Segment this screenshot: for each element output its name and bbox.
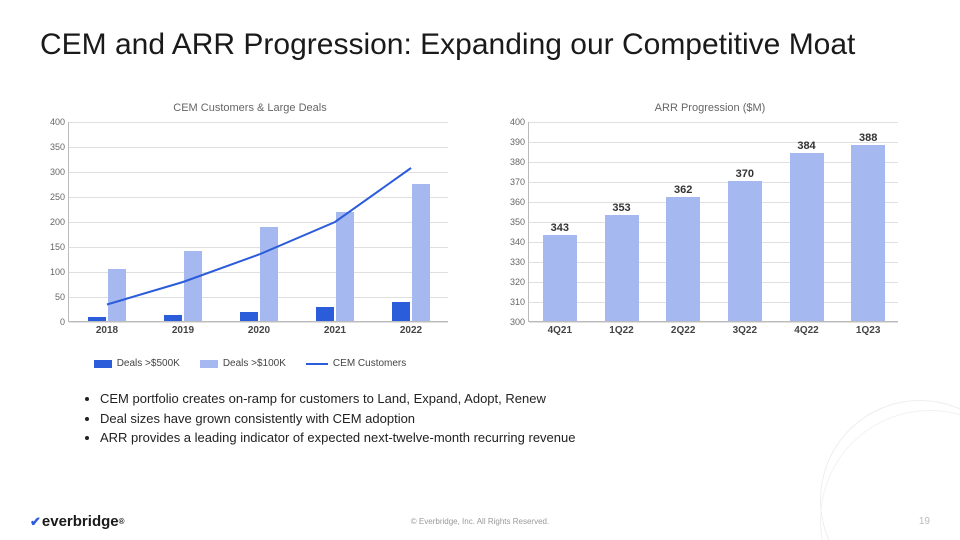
legend-label: Deals >$500K [117,358,180,369]
x-axis-label: 1Q22 [609,325,633,336]
x-axis-label: 4Q22 [794,325,818,336]
line-series [69,122,449,322]
y-axis-label: 380 [510,157,525,167]
x-axis-label: 2Q22 [671,325,695,336]
bar-value-label: 384 [797,140,815,152]
bar [543,235,577,321]
legend-label: CEM Customers [333,358,406,369]
y-axis-label: 50 [55,292,65,302]
gridline [529,162,898,163]
y-axis-label: 390 [510,137,525,147]
copyright: © Everbridge, Inc. All Rights Reserved. [411,517,549,526]
y-axis-label: 100 [50,267,65,277]
bar-value-label: 388 [859,132,877,144]
logo: ✔ everbridge ® [30,513,125,530]
x-axis-label: 2018 [96,325,118,336]
bar-value-label: 370 [736,168,754,180]
x-axis-label: 2019 [172,325,194,336]
bar-value-label: 362 [674,184,692,196]
slide: CEM and ARR Progression: Expanding our C… [0,0,960,540]
y-axis-label: 350 [50,142,65,152]
right-chart-title: ARR Progression ($M) [500,102,920,114]
y-axis-label: 300 [50,167,65,177]
legend-line-icon [306,363,328,365]
bar [605,215,639,321]
gridline [529,222,898,223]
bullets: CEM portfolio creates on-ramp for custom… [40,389,920,448]
left-chart: CEM Customers & Large Deals 050100150200… [40,102,460,369]
y-axis-label: 350 [510,217,525,227]
legend-swatch [200,360,218,368]
gridline [529,122,898,123]
bar [666,197,700,321]
logo-text: everbridge [42,513,119,530]
y-axis-label: 340 [510,237,525,247]
bar [851,145,885,321]
gridline [69,322,448,323]
legend-label: Deals >$100K [223,358,286,369]
gridline [529,282,898,283]
y-axis-label: 300 [510,317,525,327]
y-axis-label: 400 [50,117,65,127]
y-axis-label: 200 [50,217,65,227]
bar-value-label: 353 [612,202,630,214]
left-chart-title: CEM Customers & Large Deals [40,102,460,114]
bar [728,181,762,321]
legend-item: Deals >$500K [94,358,180,369]
legend-item: CEM Customers [306,358,406,369]
y-axis-label: 370 [510,177,525,187]
y-axis-label: 360 [510,197,525,207]
logo-tm: ® [119,517,125,526]
bar [790,153,824,321]
gridline [529,182,898,183]
footer: ✔ everbridge ® © Everbridge, Inc. All Ri… [0,513,960,530]
y-axis-label: 400 [510,117,525,127]
x-axis-label: 1Q23 [856,325,880,336]
x-axis-label: 2022 [400,325,422,336]
bullet-item: ARR provides a leading indicator of expe… [100,428,920,448]
legend-item: Deals >$100K [200,358,286,369]
y-axis-label: 320 [510,277,525,287]
x-axis-label: 2021 [324,325,346,336]
x-axis-label: 3Q22 [733,325,757,336]
bullet-item: CEM portfolio creates on-ramp for custom… [100,389,920,409]
x-axis-label: 2020 [248,325,270,336]
gridline [529,142,898,143]
left-legend: Deals >$500K Deals >$100K CEM Customers [40,358,460,369]
y-axis-label: 250 [50,192,65,202]
right-plot: 3003103203303403503603703803904003434Q21… [528,122,898,322]
page-title: CEM and ARR Progression: Expanding our C… [40,28,920,62]
gridline [529,202,898,203]
gridline [529,322,898,323]
gridline [529,262,898,263]
left-plot: 0501001502002503003504002018201920202021… [68,122,448,322]
y-axis-label: 150 [50,242,65,252]
y-axis-label: 330 [510,257,525,267]
y-axis-label: 310 [510,297,525,307]
gridline [529,242,898,243]
right-chart: ARR Progression ($M) 3003103203303403503… [500,102,920,369]
legend-swatch [94,360,112,368]
gridline [529,302,898,303]
page-number: 19 [919,516,930,527]
bar-value-label: 343 [551,222,569,234]
bullet-item: Deal sizes have grown consistently with … [100,409,920,429]
x-axis-label: 4Q21 [548,325,572,336]
y-axis-label: 0 [60,317,65,327]
logo-check-icon: ✔ [30,514,41,530]
charts-row: CEM Customers & Large Deals 050100150200… [40,102,920,369]
